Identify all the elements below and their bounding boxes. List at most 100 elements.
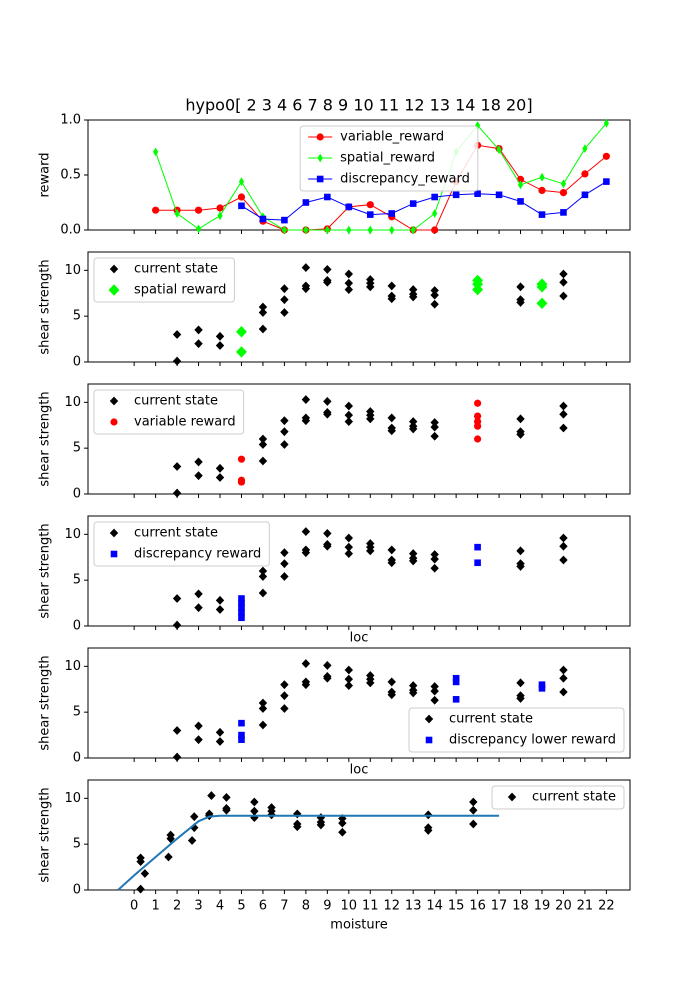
point: [280, 416, 289, 426]
point: [559, 409, 568, 419]
point: [166, 830, 175, 840]
point: [236, 346, 247, 358]
point: [409, 417, 418, 426]
series-line: [117, 814, 500, 891]
point: [559, 687, 568, 697]
y-tick-label: 5: [73, 573, 81, 588]
point: [474, 121, 481, 130]
point: [559, 401, 568, 411]
x-tick-label: 17: [491, 899, 508, 914]
x-tick-label: 19: [534, 899, 551, 914]
point: [280, 308, 289, 317]
point: [559, 277, 568, 287]
point: [366, 282, 375, 292]
y-tick-label: 0: [73, 883, 81, 898]
point: [222, 793, 231, 802]
y-tick-label: 0.5: [60, 168, 81, 183]
point: [516, 694, 525, 703]
point: [136, 884, 145, 894]
point: [301, 395, 311, 404]
point: [301, 548, 311, 558]
point: [559, 423, 568, 433]
point: [238, 595, 245, 602]
x-tick-label: 11: [362, 899, 379, 914]
point: [301, 680, 311, 690]
point: [238, 731, 245, 739]
x-tick-label: 22: [598, 899, 615, 914]
point: [258, 566, 268, 576]
point: [409, 285, 418, 294]
point: [338, 827, 347, 837]
point: [430, 554, 439, 564]
point: [430, 686, 439, 696]
point: [194, 206, 203, 214]
point: [238, 202, 245, 210]
point: [152, 206, 160, 214]
legend-label: discrepancy reward: [134, 547, 261, 562]
point: [387, 545, 396, 555]
point: [516, 430, 525, 439]
point: [316, 820, 326, 830]
point: [452, 674, 460, 682]
point: [301, 284, 311, 294]
point: [172, 752, 182, 762]
point: [187, 836, 197, 845]
y-tick-label: 10: [64, 263, 81, 278]
point: [472, 283, 484, 296]
y-axis-label: shear strength: [38, 655, 53, 750]
point: [258, 434, 268, 444]
point: [280, 440, 289, 449]
point: [194, 589, 203, 599]
point: [536, 297, 548, 310]
x-tick-label: 7: [280, 899, 288, 914]
point: [215, 341, 225, 350]
legend-box: [93, 257, 235, 303]
legend-label: current state: [134, 526, 218, 541]
point: [430, 695, 439, 705]
point: [153, 147, 159, 157]
point: [431, 226, 439, 234]
point: [560, 209, 567, 216]
point: [430, 418, 439, 427]
point: [387, 690, 396, 700]
point: [474, 543, 481, 551]
point: [344, 278, 354, 288]
point: [238, 736, 245, 743]
legend-box: [93, 521, 270, 567]
legend-label: current state: [134, 394, 218, 409]
point: [323, 661, 332, 670]
point: [474, 559, 481, 567]
point: [344, 681, 354, 690]
point: [258, 308, 268, 317]
point: [280, 691, 289, 701]
legend-label: current state: [532, 790, 616, 805]
point: [258, 572, 268, 581]
x-tick-label: 3: [194, 899, 202, 914]
legend: current state discrepancy lower reward: [408, 707, 625, 753]
point: [301, 263, 311, 272]
y-axis-label: reward: [38, 152, 53, 197]
point: [496, 145, 502, 155]
point: [473, 422, 482, 430]
point: [387, 413, 396, 423]
point: [469, 805, 478, 815]
legend-label: spatial_reward: [340, 151, 435, 166]
point: [301, 527, 311, 536]
point: [194, 457, 203, 467]
series-line: [241, 181, 607, 221]
legend-marker: [316, 133, 324, 141]
y-axis-label: shear strength: [38, 787, 53, 882]
point: [194, 603, 203, 613]
x-tick-label: 2: [173, 899, 181, 914]
x-tick-label: 9: [323, 899, 331, 914]
point: [430, 422, 439, 432]
series-line: [155, 122, 607, 231]
point: [559, 541, 568, 551]
point: [238, 604, 245, 611]
x-tick-label: 15: [448, 899, 465, 914]
point: [409, 200, 417, 207]
point: [538, 681, 546, 688]
point: [538, 211, 546, 218]
point: [280, 572, 289, 581]
